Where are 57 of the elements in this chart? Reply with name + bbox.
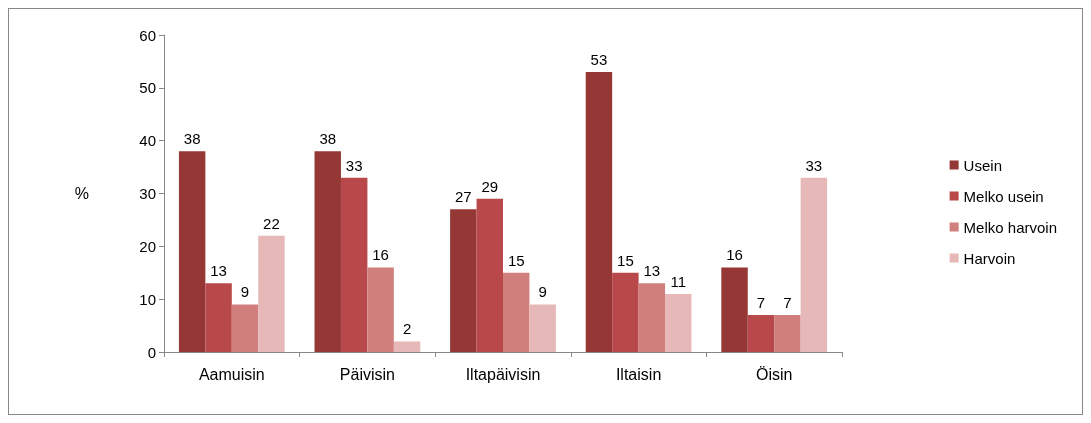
x-tick-label: Aamuisin (198, 365, 265, 383)
y-tick-label: 40 (139, 132, 156, 150)
bar (258, 235, 285, 352)
bar (665, 293, 692, 352)
bar (340, 177, 368, 352)
bar (178, 151, 206, 352)
bar (393, 341, 421, 352)
data-label: 38 (319, 130, 337, 148)
bar (800, 177, 828, 352)
data-label: 22 (263, 214, 280, 232)
bar (638, 283, 666, 352)
bar (476, 198, 503, 352)
data-label: 13 (643, 262, 661, 280)
data-label: 15 (507, 251, 525, 269)
data-label: 2 (402, 320, 412, 338)
data-label: 53 (590, 50, 608, 68)
y-tick-label: 0 (147, 343, 156, 361)
data-label: 16 (372, 246, 389, 264)
bar (585, 71, 613, 352)
data-label: 33 (805, 156, 823, 174)
y-tick-label: 20 (139, 237, 156, 255)
bar (450, 209, 477, 352)
legend-label: Melko usein (963, 187, 1044, 205)
data-label: 7 (756, 294, 766, 312)
y-tick-label: 50 (139, 79, 156, 97)
bar (231, 304, 259, 352)
data-label: 15 (617, 251, 634, 269)
bar (503, 272, 530, 352)
legend-label: Harvoin (963, 249, 1016, 267)
bar (747, 315, 775, 352)
y-tick-label: 30 (139, 185, 156, 202)
bar (612, 272, 639, 352)
legend-label: Usein (963, 156, 1002, 174)
x-tick-label: Iltaisin (615, 365, 662, 383)
data-label: 7 (783, 294, 792, 312)
y-tick-label: 60 (139, 26, 156, 44)
x-tick-label: Päivisin (339, 365, 395, 383)
bar (205, 283, 232, 352)
data-label: 38 (183, 130, 201, 148)
bar (774, 315, 801, 352)
x-tick-label: Iltapäivisin (465, 365, 541, 383)
data-label: 29 (481, 177, 499, 195)
data-label: 27 (454, 188, 472, 206)
bar (721, 267, 748, 352)
data-label: 11 (670, 272, 687, 290)
data-label: 13 (210, 262, 227, 280)
bar (314, 151, 341, 352)
bar (529, 304, 556, 352)
data-label: 9 (538, 283, 547, 301)
y-axis-title: % (74, 185, 89, 202)
legend-label: Melko harvoin (963, 218, 1058, 236)
data-label: 33 (345, 156, 363, 174)
bar (367, 267, 394, 352)
data-label: 16 (726, 246, 743, 264)
x-tick-label: Öisin (755, 365, 793, 383)
data-label: 9 (240, 283, 250, 301)
y-tick-label: 10 (139, 290, 156, 308)
